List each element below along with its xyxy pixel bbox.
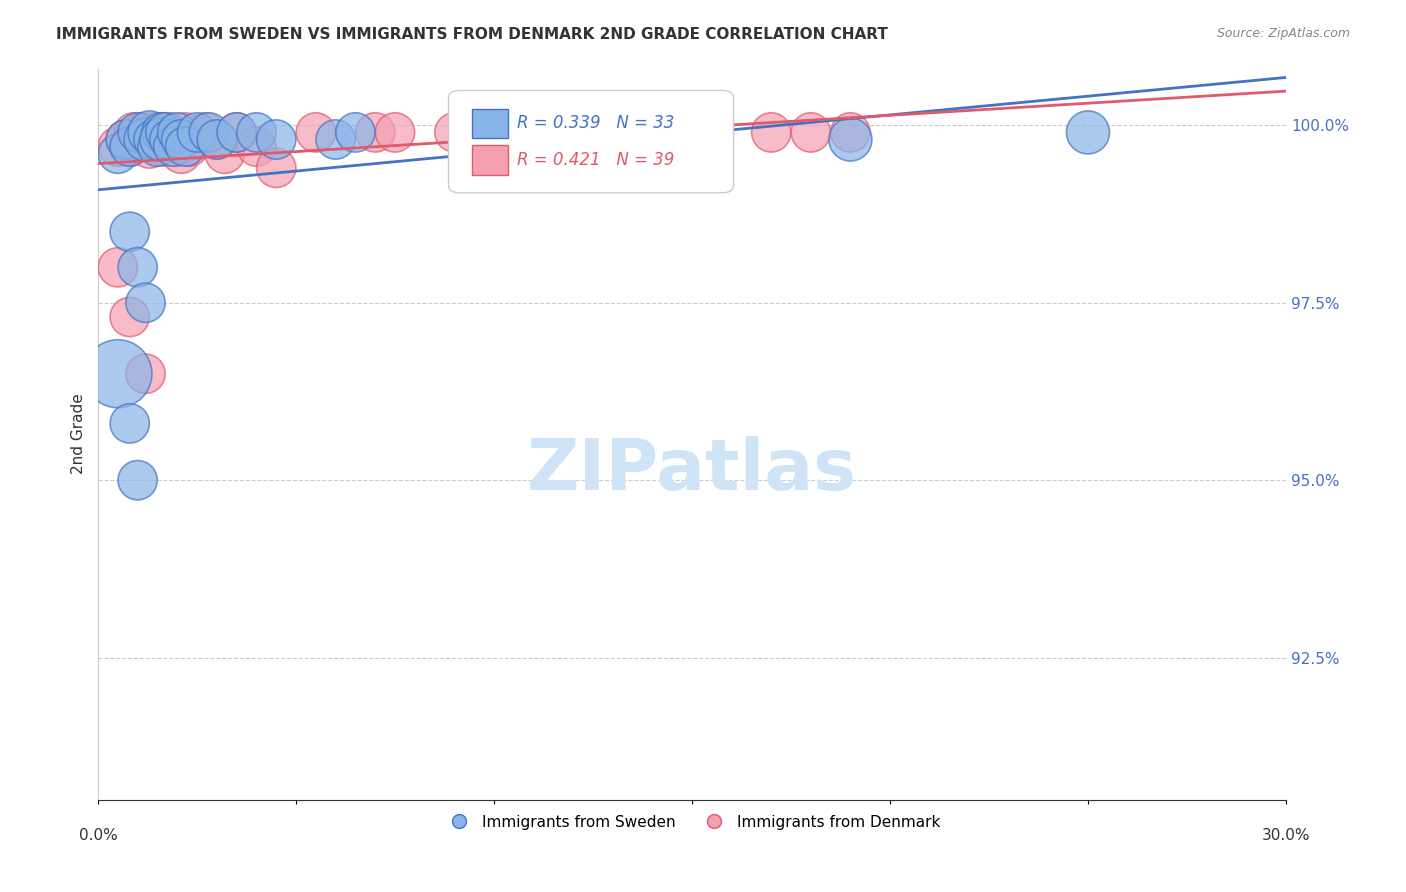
Point (839, 132, 862, 146)
Point (264, 161, 287, 175)
Bar (472, 145, 508, 175)
Point (162, 139, 184, 153)
Point (166, 125, 188, 139)
Point (443, 125, 465, 139)
Point (170, 146, 193, 161)
Text: R = 0.421   N = 39: R = 0.421 N = 39 (517, 151, 675, 169)
Point (142, 125, 165, 139)
Point (107, 146, 129, 161)
Point (186, 132, 208, 146)
Point (155, 125, 177, 139)
Point (225, 125, 247, 139)
Point (118, 139, 141, 153)
Point (364, 125, 387, 139)
Point (146, 132, 169, 146)
Legend: Immigrants from Sweden, Immigrants from Denmark: Immigrants from Sweden, Immigrants from … (437, 809, 946, 836)
Point (700, 132, 723, 146)
Point (325, 132, 347, 146)
Point (800, 125, 823, 139)
Point (107, 139, 129, 153)
Point (142, 132, 165, 146)
Point (264, 132, 287, 146)
Point (384, 125, 406, 139)
Point (127, 473, 149, 487)
Point (170, 132, 193, 146)
Point (135, 367, 157, 381)
Point (118, 417, 141, 431)
Text: 0.0%: 0.0% (79, 828, 118, 843)
Point (135, 295, 157, 310)
Point (107, 367, 129, 381)
Point (1077, 125, 1099, 139)
Point (344, 125, 367, 139)
Point (157, 132, 180, 146)
FancyBboxPatch shape (449, 90, 734, 193)
Point (155, 139, 177, 153)
Text: ZIPatlas: ZIPatlas (527, 436, 858, 505)
Point (150, 125, 173, 139)
Point (166, 139, 188, 153)
Text: 30.0%: 30.0% (1261, 828, 1310, 843)
Point (162, 132, 184, 146)
Point (681, 125, 703, 139)
Point (150, 132, 173, 146)
Point (205, 132, 228, 146)
Point (157, 125, 180, 139)
Bar (472, 109, 508, 138)
Point (761, 125, 783, 139)
Point (839, 125, 862, 139)
Point (186, 125, 208, 139)
Point (225, 125, 247, 139)
Point (114, 132, 136, 146)
Point (150, 132, 173, 146)
Point (150, 125, 173, 139)
Point (523, 125, 546, 139)
Point (174, 125, 197, 139)
Point (131, 125, 153, 139)
Point (174, 139, 197, 153)
Point (122, 125, 145, 139)
Point (118, 139, 141, 153)
Point (305, 125, 328, 139)
Point (194, 125, 217, 139)
Point (245, 125, 267, 139)
Point (138, 125, 160, 139)
Point (179, 139, 201, 153)
Point (245, 139, 267, 153)
Point (146, 139, 169, 153)
Point (118, 225, 141, 239)
Point (127, 132, 149, 146)
Point (198, 125, 221, 139)
Point (205, 132, 228, 146)
Point (602, 125, 624, 139)
Point (214, 146, 236, 161)
Point (114, 132, 136, 146)
Text: IMMIGRANTS FROM SWEDEN VS IMMIGRANTS FROM DENMARK 2ND GRADE CORRELATION CHART: IMMIGRANTS FROM SWEDEN VS IMMIGRANTS FRO… (56, 27, 889, 42)
Point (135, 132, 157, 146)
Text: R = 0.339   N = 33: R = 0.339 N = 33 (517, 114, 675, 132)
Point (138, 139, 160, 153)
Y-axis label: 2nd Grade: 2nd Grade (72, 393, 86, 475)
Point (118, 310, 141, 324)
Point (135, 132, 157, 146)
Point (127, 125, 149, 139)
Text: Source: ZipAtlas.com: Source: ZipAtlas.com (1216, 27, 1350, 40)
Point (107, 260, 129, 275)
Point (127, 260, 149, 275)
